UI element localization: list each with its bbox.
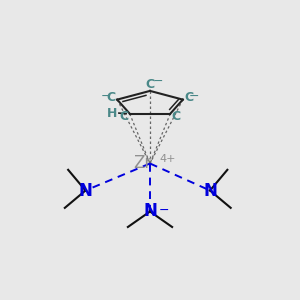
Text: N: N — [203, 182, 217, 200]
Text: −: − — [158, 203, 169, 217]
Text: −: − — [189, 89, 200, 103]
Text: H: H — [107, 106, 118, 120]
Text: N: N — [143, 202, 157, 220]
Text: C: C — [184, 91, 194, 104]
Text: C: C — [106, 91, 116, 104]
Text: −: − — [153, 75, 164, 88]
Text: −: − — [100, 89, 111, 103]
Text: C: C — [146, 78, 154, 91]
Text: Zr: Zr — [134, 154, 152, 172]
Text: N: N — [79, 182, 92, 200]
Text: 4+: 4+ — [160, 154, 176, 164]
Text: C: C — [120, 110, 129, 123]
Text: C: C — [171, 110, 180, 123]
